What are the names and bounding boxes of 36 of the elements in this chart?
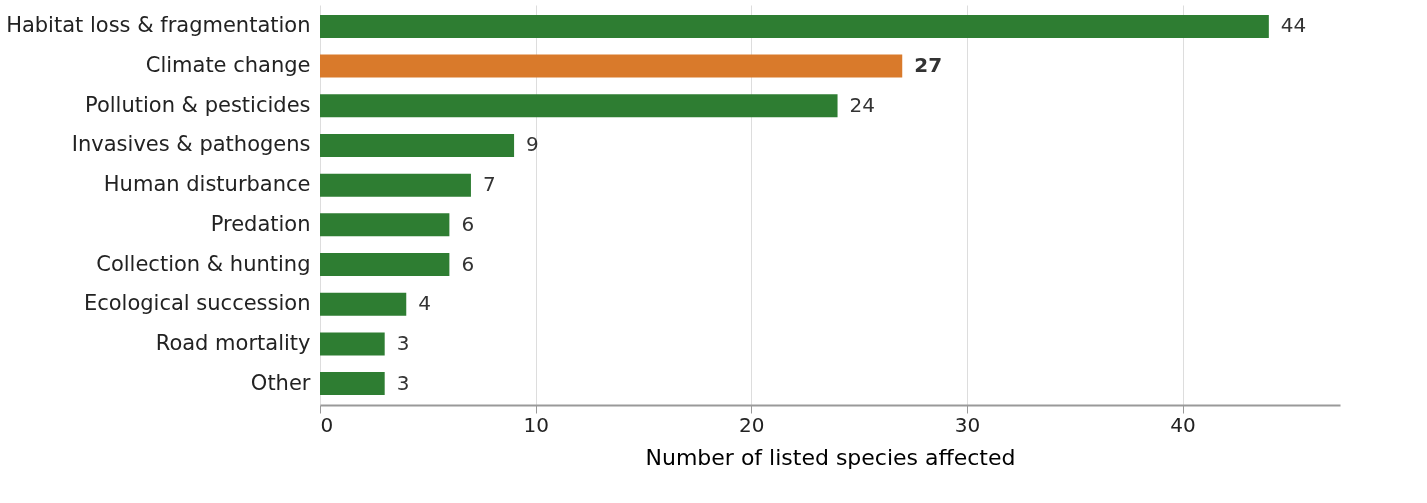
bar: [320, 173, 471, 197]
x-axis-title: Number of listed species affected: [645, 444, 1016, 470]
bar: [320, 133, 515, 157]
data-label: 27: [914, 53, 943, 78]
y-tick-label: Pollution & pesticides: [84, 92, 311, 117]
x-tick-label: 40: [1170, 412, 1196, 437]
x-tick-label: 20: [739, 412, 765, 437]
data-label: 6: [461, 251, 475, 276]
data-label: 24: [849, 92, 875, 117]
y-tick-label: Other: [250, 370, 311, 395]
bar: [320, 14, 1269, 38]
data-label: 7: [482, 172, 496, 197]
bar: [320, 94, 838, 118]
data-label: 44: [1280, 13, 1307, 38]
data-label: 3: [396, 370, 410, 395]
y-tick-label: Invasives & pathogens: [71, 132, 311, 157]
data-label: 4: [418, 291, 431, 316]
data-label: 6: [461, 211, 475, 236]
x-tick-label: 0: [320, 412, 334, 437]
y-tick-label: Predation: [210, 211, 311, 236]
y-tick-label: Collection & hunting: [96, 251, 311, 276]
y-tick-label: Ecological succession: [83, 291, 311, 316]
bar: [320, 372, 385, 396]
data-label: 9: [526, 132, 539, 157]
bar: [320, 253, 450, 277]
bar: [320, 292, 407, 316]
bar: [320, 54, 903, 78]
y-tick-label: Human disturbance: [103, 172, 311, 197]
data-label: 3: [396, 330, 410, 355]
x-tick-label: 30: [954, 412, 981, 437]
y-tick-label: Road mortality: [155, 330, 311, 355]
y-tick-label: Habitat loss & fragmentation: [6, 13, 311, 38]
y-tick-label: Climate change: [145, 53, 311, 78]
bar: [320, 332, 385, 356]
bar: [320, 213, 450, 237]
x-tick-label: 10: [523, 412, 549, 437]
